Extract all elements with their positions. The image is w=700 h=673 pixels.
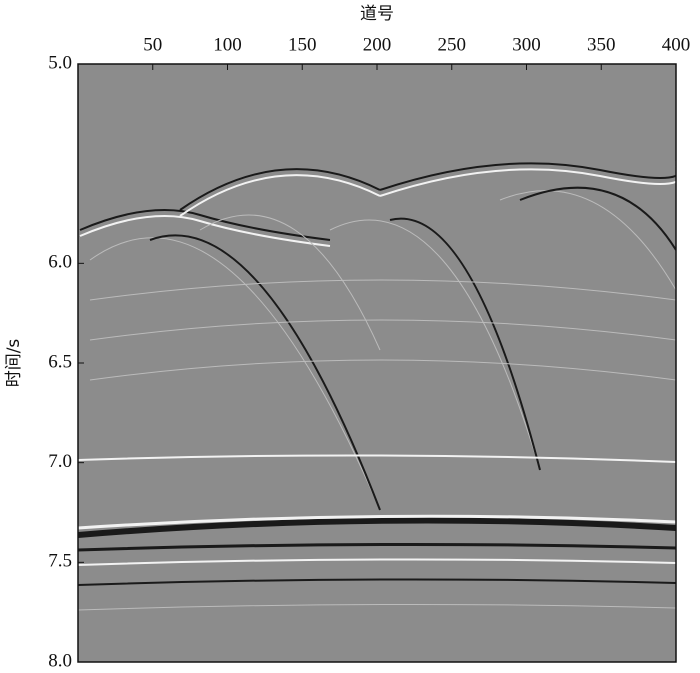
y-tick-label: 5.0 bbox=[48, 52, 72, 73]
texture bbox=[78, 160, 676, 611]
x-tick-label: 400 bbox=[662, 34, 691, 55]
x-tick-label: 350 bbox=[587, 34, 616, 55]
x-tick-label: 200 bbox=[363, 34, 392, 55]
x-axis-label: 道号 bbox=[360, 4, 394, 24]
y-tick-label: 8.0 bbox=[48, 650, 72, 671]
y-tick-label: 7.5 bbox=[48, 551, 72, 572]
y-tick-label: 6.5 bbox=[48, 351, 72, 372]
x-tick-label: 150 bbox=[288, 34, 317, 55]
plot-area bbox=[78, 64, 676, 662]
x-tick-label: 300 bbox=[512, 34, 541, 55]
x-tick-label: 50 bbox=[143, 34, 162, 55]
y-tick-label: 6.0 bbox=[48, 252, 72, 273]
x-tick-label: 250 bbox=[438, 34, 467, 55]
y-tick-label: 7.0 bbox=[48, 451, 72, 472]
y-axis-label: 时间/s bbox=[4, 339, 24, 388]
x-tick-label: 100 bbox=[213, 34, 242, 55]
